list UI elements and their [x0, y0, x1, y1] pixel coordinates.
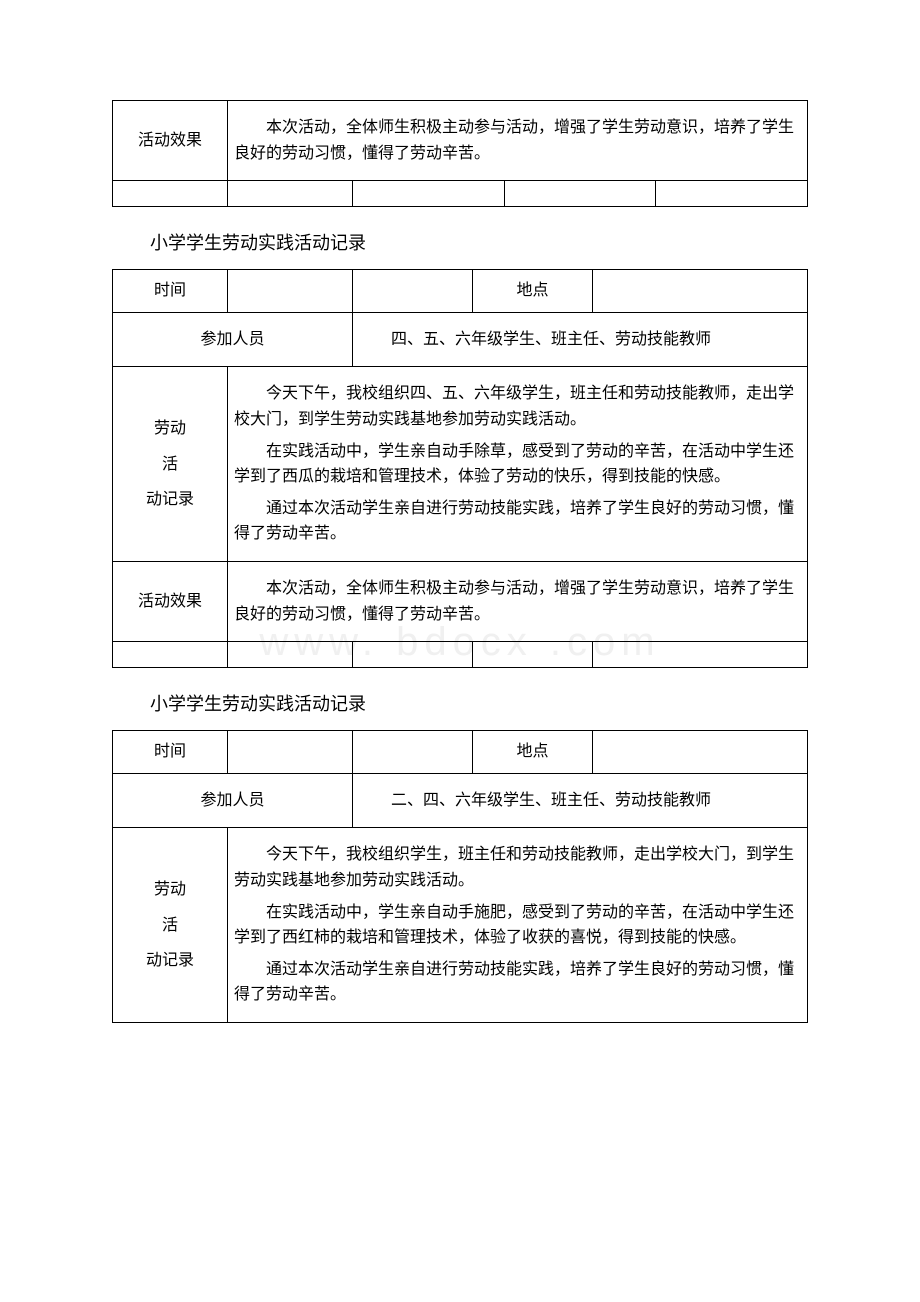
- record-label-l2: 活: [119, 447, 221, 482]
- effect-label-cell: 活动效果: [113, 101, 228, 181]
- table2: 时间 地点 参加人员 四、五、六年级学生、班主任、劳动技能教师 劳动 活 动记录: [112, 269, 808, 668]
- record-label-cell: 劳动 活 动记录: [113, 828, 228, 1023]
- table3-wrap: 时间 地点 参加人员 二、四、六年级学生、班主任、劳动技能教师 劳动 活 动记录: [0, 730, 920, 1023]
- record-label-l1: 劳动: [119, 411, 221, 446]
- effect-text: 本次活动，全体师生积极主动参与活动，增强了学生劳动意识，培养了学生良好的劳动习惯…: [234, 115, 801, 166]
- record-p2: 在实践活动中，学生亲自动手施肥，感受到了劳动的辛苦，在活动中学生还学到了西红柿的…: [234, 900, 801, 951]
- record-p1: 今天下午，我校组织学生，班主任和劳动技能教师，走出学校大门，到学生劳动实践基地参…: [234, 842, 801, 893]
- record-label-l3: 动记录: [119, 482, 221, 517]
- place-label: 地点: [473, 731, 593, 774]
- table1: 活动效果 本次活动，全体师生积极主动参与活动，增强了学生劳动意识，培养了学生良好…: [112, 100, 808, 207]
- time-label: 时间: [113, 270, 228, 313]
- table-row: 劳动 活 动记录 今天下午，我校组织四、五、六年级学生，班主任和劳动技能教师，走…: [113, 367, 808, 562]
- record-label-cell: 劳动 活 动记录: [113, 367, 228, 562]
- time-label: 时间: [113, 731, 228, 774]
- record-p3: 通过本次活动学生亲自进行劳动技能实践，培养了学生良好的劳动习惯，懂得了劳动辛苦。: [234, 496, 801, 547]
- record-p2: 在实践活动中，学生亲自动手除草，感受到了劳动的辛苦，在活动中学生还学到了西瓜的栽…: [234, 439, 801, 490]
- record-label-l1: 劳动: [119, 872, 221, 907]
- section3-title: 小学学生劳动实践活动记录: [0, 668, 920, 730]
- record-p1: 今天下午，我校组织四、五、六年级学生，班主任和劳动技能教师，走出学校大门，到学生…: [234, 381, 801, 432]
- people-label: 参加人员: [113, 773, 353, 828]
- people-value: 二、四、六年级学生、班主任、劳动技能教师: [353, 773, 808, 828]
- record-content-cell: 今天下午，我校组织学生，班主任和劳动技能教师，走出学校大门，到学生劳动实践基地参…: [228, 828, 808, 1023]
- table-row: 参加人员 二、四、六年级学生、班主任、劳动技能教师: [113, 773, 808, 828]
- table1-fragment: 活动效果 本次活动，全体师生积极主动参与活动，增强了学生劳动意识，培养了学生良好…: [0, 100, 920, 207]
- record-label-l2: 活: [119, 908, 221, 943]
- table-row: 劳动 活 动记录 今天下午，我校组织学生，班主任和劳动技能教师，走出学校大门，到…: [113, 828, 808, 1023]
- record-label-l3: 动记录: [119, 943, 221, 978]
- table-row: [113, 642, 808, 668]
- table-row: 活动效果 本次活动，全体师生积极主动参与活动，增强了学生劳动意识，培养了学生良好…: [113, 561, 808, 641]
- effect-content-cell: 本次活动，全体师生积极主动参与活动，增强了学生劳动意识，培养了学生良好的劳动习惯…: [228, 101, 808, 181]
- effect-text: 本次活动，全体师生积极主动参与活动，增强了学生劳动意识，培养了学生良好的劳动习惯…: [234, 576, 801, 627]
- people-label: 参加人员: [113, 312, 353, 367]
- table-row: [113, 181, 808, 207]
- table-row: 活动效果 本次活动，全体师生积极主动参与活动，增强了学生劳动意识，培养了学生良好…: [113, 101, 808, 181]
- people-value: 四、五、六年级学生、班主任、劳动技能教师: [353, 312, 808, 367]
- section2-title: 小学学生劳动实践活动记录: [0, 207, 920, 269]
- table2-wrap: 时间 地点 参加人员 四、五、六年级学生、班主任、劳动技能教师 劳动 活 动记录: [0, 269, 920, 668]
- table-row: 时间 地点: [113, 731, 808, 774]
- effect-content-cell: 本次活动，全体师生积极主动参与活动，增强了学生劳动意识，培养了学生良好的劳动习惯…: [228, 561, 808, 641]
- record-content-cell: 今天下午，我校组织四、五、六年级学生，班主任和劳动技能教师，走出学校大门，到学生…: [228, 367, 808, 562]
- table3: 时间 地点 参加人员 二、四、六年级学生、班主任、劳动技能教师 劳动 活 动记录: [112, 730, 808, 1023]
- place-label: 地点: [473, 270, 593, 313]
- table-row: 时间 地点: [113, 270, 808, 313]
- record-p3: 通过本次活动学生亲自进行劳动技能实践，培养了学生良好的劳动习惯，懂得了劳动辛苦。: [234, 957, 801, 1008]
- effect-label-cell: 活动效果: [113, 561, 228, 641]
- table-row: 参加人员 四、五、六年级学生、班主任、劳动技能教师: [113, 312, 808, 367]
